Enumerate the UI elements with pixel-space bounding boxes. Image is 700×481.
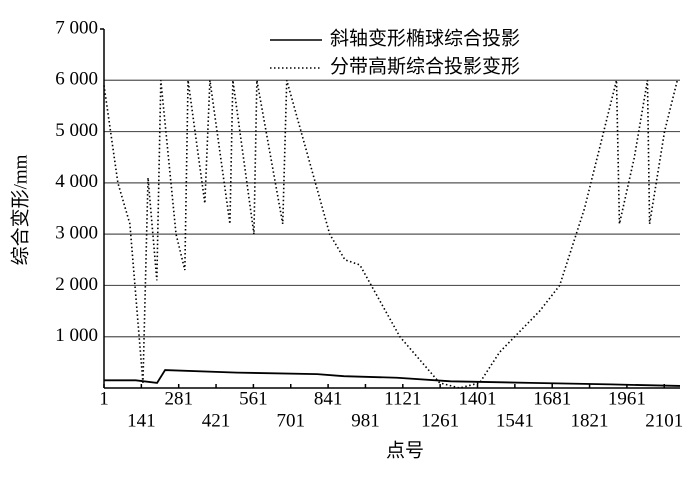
y-tick-label: 1 000 bbox=[55, 325, 98, 346]
y-axis-label: 综合变形/mm bbox=[9, 154, 31, 265]
x-tick-label: 841 bbox=[314, 388, 343, 409]
x-tick-label: 1821 bbox=[571, 410, 609, 431]
y-tick-label: 5 000 bbox=[55, 120, 98, 141]
data-line bbox=[104, 369, 681, 387]
legend-label: 分带高斯综合投影变形 bbox=[330, 55, 520, 77]
data-line bbox=[103, 80, 679, 389]
x-tick-label: 1121 bbox=[384, 388, 421, 409]
x-tick-label: 421 bbox=[202, 410, 231, 431]
x-tick-label: 981 bbox=[351, 410, 380, 431]
x-tick-label: 1541 bbox=[496, 410, 534, 431]
x-tick-label: 1261 bbox=[421, 410, 459, 431]
y-tick-label: 3 000 bbox=[55, 223, 98, 244]
y-tick-label: 6 000 bbox=[55, 69, 98, 90]
x-tick-label: 701 bbox=[277, 410, 306, 431]
y-tick-label: 7 000 bbox=[55, 17, 98, 38]
x-tick-label: 1 bbox=[99, 388, 109, 409]
x-tick-label: 141 bbox=[127, 410, 156, 431]
x-tick-label: 281 bbox=[164, 388, 193, 409]
y-tick-label: 2 000 bbox=[55, 274, 98, 295]
x-tick-label: 1401 bbox=[459, 388, 497, 409]
x-tick-label: 561 bbox=[239, 388, 268, 409]
x-tick-label: 1961 bbox=[608, 388, 646, 409]
x-tick-label: 2101 bbox=[645, 410, 683, 431]
legend-label: 斜轴变形椭球综合投影 bbox=[330, 27, 520, 49]
x-tick-label: 1681 bbox=[533, 388, 571, 409]
y-tick-label: 4 000 bbox=[55, 171, 98, 192]
x-axis-label: 点号 bbox=[386, 439, 424, 461]
